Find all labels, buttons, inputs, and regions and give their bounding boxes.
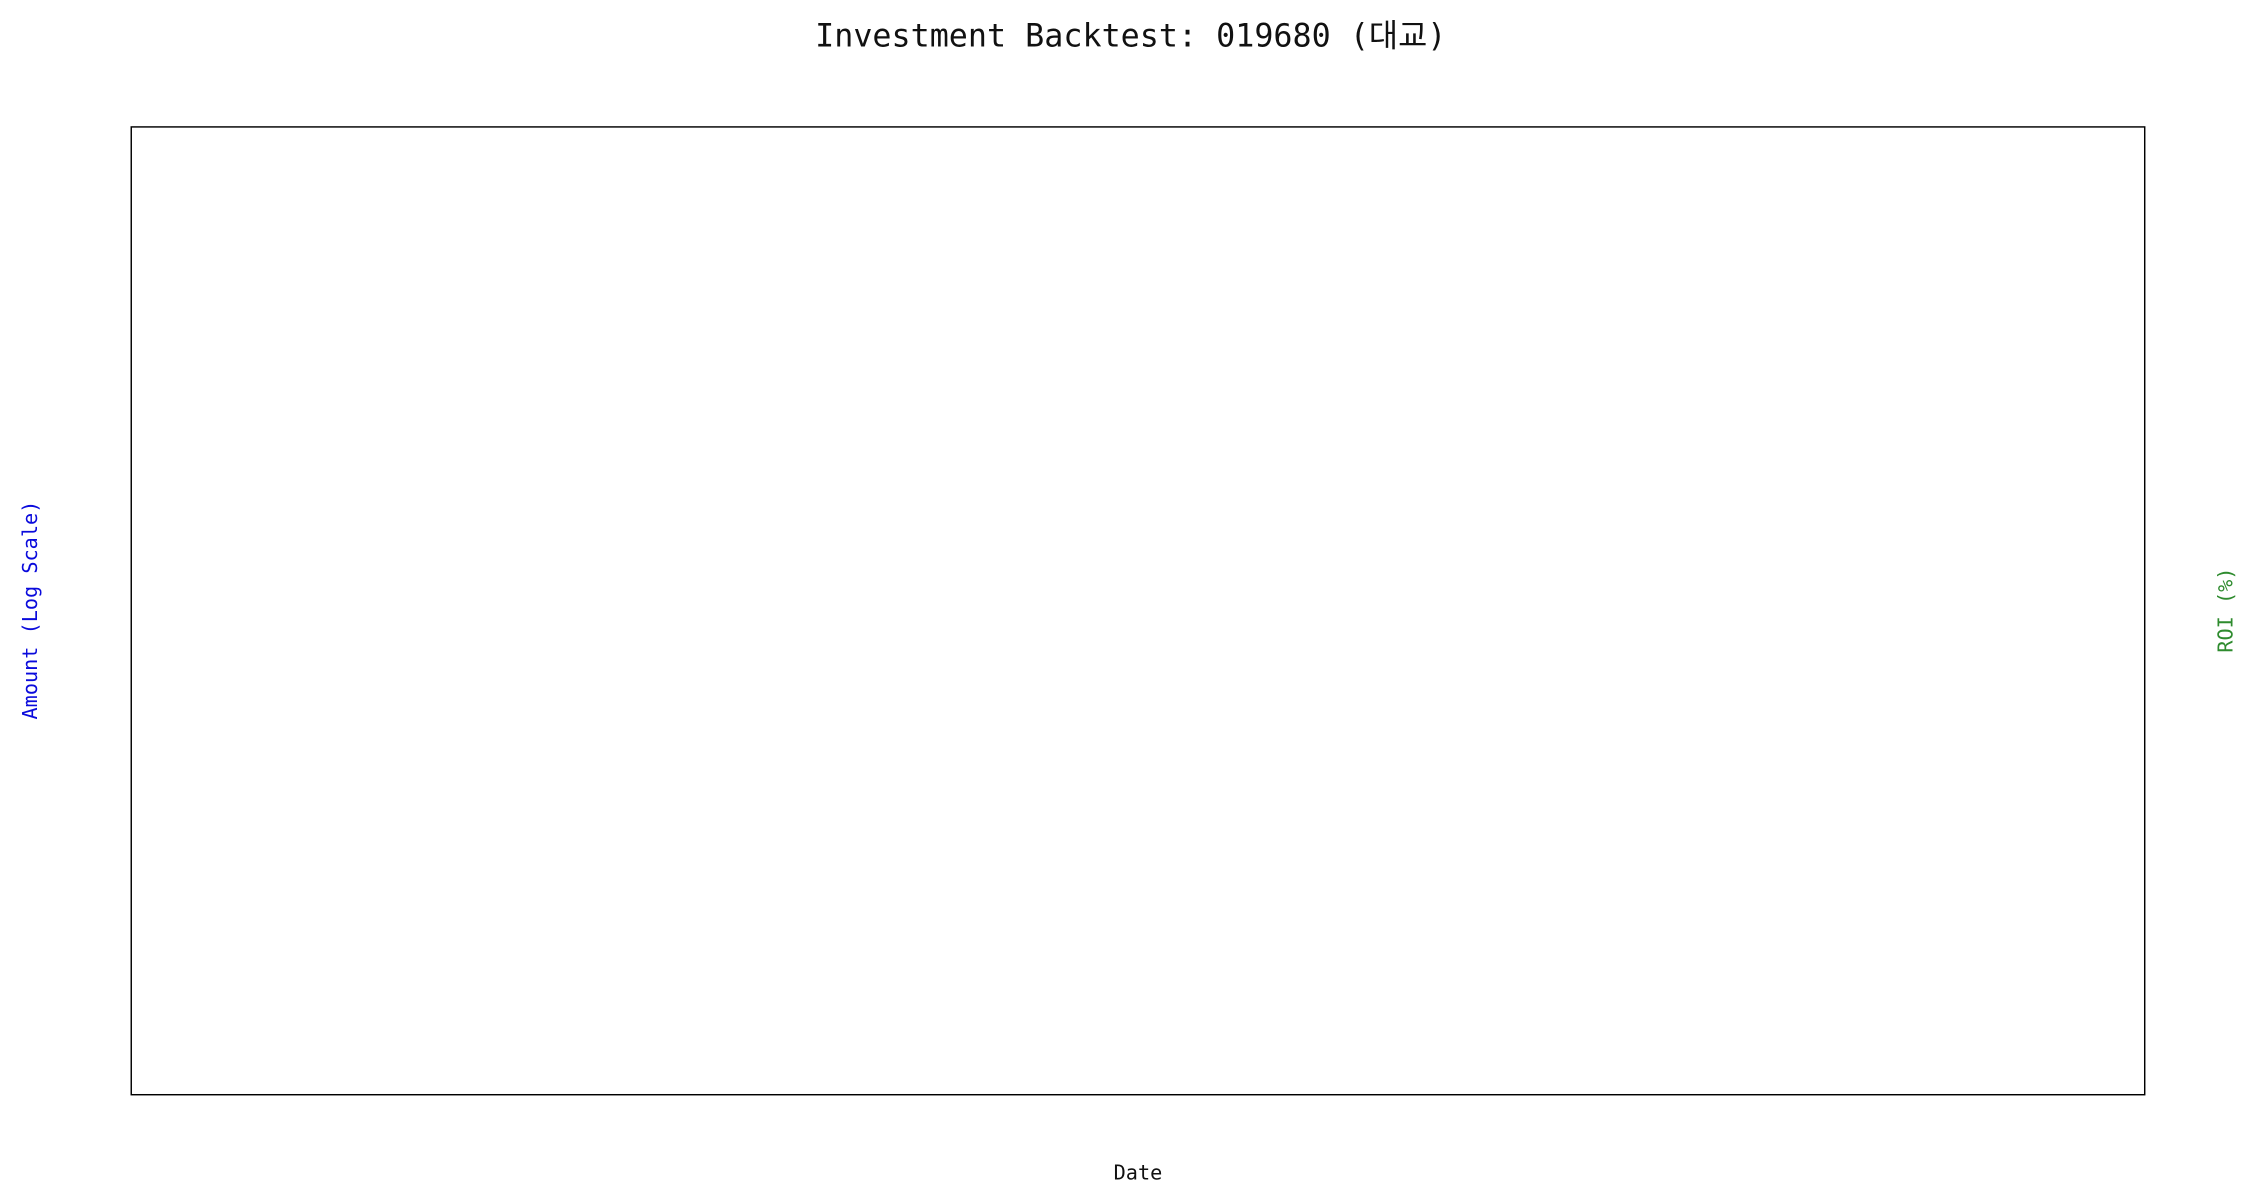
x-axis-label: Date — [1114, 1161, 1163, 1185]
plot-frame — [130, 126, 2146, 1096]
chart-title: Investment Backtest: 019680 (대교) — [815, 19, 1446, 55]
y2-axis-label: ROI (%) — [2213, 568, 2237, 653]
y-axis-label: Amount (Log Scale) — [18, 501, 42, 720]
